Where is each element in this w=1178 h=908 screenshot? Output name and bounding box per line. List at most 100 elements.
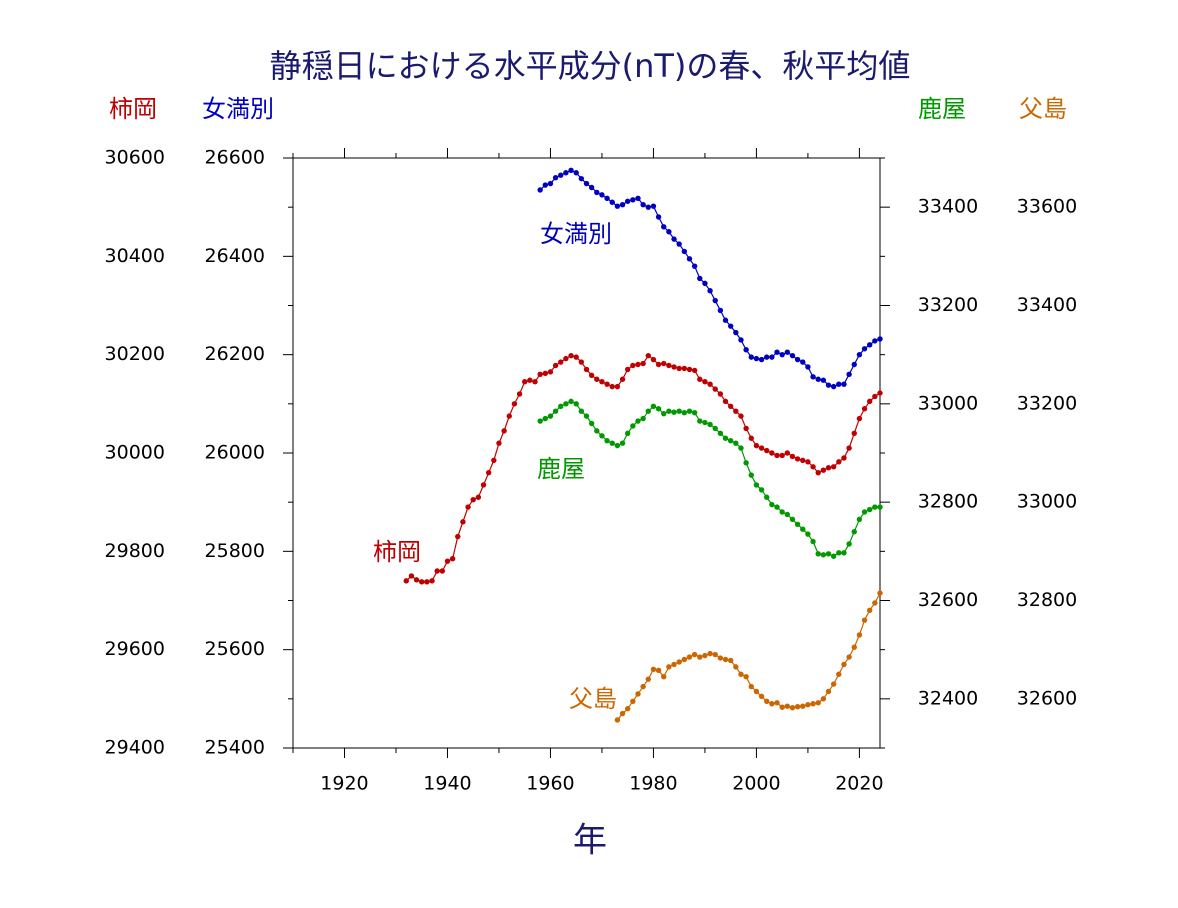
data-point (686, 408, 693, 414)
data-point (702, 652, 708, 659)
data-point (702, 379, 708, 385)
data-point (475, 494, 482, 500)
data-point (671, 364, 677, 370)
data-point (774, 452, 780, 459)
data-point (743, 425, 749, 432)
data-point (820, 377, 827, 383)
data-point (630, 423, 636, 429)
data-point (846, 654, 852, 660)
data-point (547, 369, 554, 375)
data-point (413, 577, 420, 583)
data-point (614, 717, 621, 723)
y-tick-label: 26400 (205, 245, 265, 267)
data-point (872, 338, 878, 344)
data-point (779, 509, 785, 515)
data-point (691, 651, 698, 658)
data-point (867, 506, 873, 513)
y-tick-label: 33200 (918, 294, 978, 316)
data-point (769, 450, 775, 456)
data-point (727, 657, 734, 664)
data-point (707, 421, 713, 428)
data-point (738, 337, 744, 343)
data-point (861, 406, 868, 412)
data-point (645, 352, 651, 359)
data-point (655, 361, 662, 368)
data-point (764, 354, 770, 360)
y-tick-label: 32600 (1017, 687, 1077, 709)
data-point (635, 195, 641, 202)
data-point (635, 418, 641, 424)
data-point (867, 607, 873, 614)
y-tick-label: 25600 (205, 638, 265, 660)
data-point (846, 371, 852, 378)
data-point (614, 383, 621, 390)
data-point (511, 401, 518, 407)
data-point (810, 538, 816, 545)
data-point (558, 172, 564, 178)
data-point (815, 551, 821, 557)
data-point (758, 693, 765, 700)
data-point (784, 450, 791, 456)
data-point (707, 288, 713, 294)
data-point (666, 362, 672, 369)
data-point (552, 362, 559, 369)
data-point (671, 236, 677, 242)
data-point (830, 553, 837, 559)
x-tick-label: 2020 (835, 773, 883, 795)
data-point (609, 199, 615, 205)
y-tick-label: 25400 (205, 737, 265, 759)
data-point (810, 701, 816, 707)
y-tick-label: 25800 (205, 540, 265, 562)
data-point (789, 453, 796, 460)
data-point (800, 703, 806, 709)
data-point (661, 360, 667, 367)
data-point (800, 359, 806, 365)
data-point (630, 197, 636, 203)
data-point (424, 579, 430, 585)
data-point (624, 366, 631, 373)
data-point (779, 704, 785, 710)
data-point (805, 531, 811, 537)
axis-header-label: 鹿屋 (918, 95, 966, 123)
data-point (686, 256, 693, 262)
data-point (712, 386, 718, 392)
data-point (851, 528, 857, 535)
data-point (841, 381, 847, 387)
x-tick-label: 2000 (732, 773, 780, 795)
y-tick-label: 32800 (918, 491, 978, 513)
series-label: 女満別 (540, 220, 612, 248)
data-point (794, 521, 801, 527)
x-tick-label: 1960 (526, 773, 574, 795)
data-point (727, 438, 734, 444)
data-point (614, 203, 621, 209)
data-point (439, 568, 446, 574)
data-point (815, 376, 821, 382)
data-point (743, 674, 749, 680)
data-point (594, 189, 600, 196)
y-tick-label: 29600 (105, 638, 165, 660)
data-point (727, 323, 734, 329)
data-point (836, 671, 842, 677)
y-tick-label: 30200 (105, 343, 165, 365)
data-point (784, 703, 791, 709)
data-point (794, 704, 801, 710)
data-point (635, 691, 641, 697)
data-point (604, 195, 610, 202)
data-point (841, 550, 847, 556)
data-point (578, 175, 585, 182)
data-point (599, 192, 605, 198)
data-point (537, 371, 543, 378)
data-point (789, 516, 796, 523)
data-point (748, 435, 754, 441)
data-point (676, 408, 682, 414)
data-point (815, 700, 821, 706)
data-point (846, 445, 852, 451)
data-point (666, 408, 672, 414)
data-point (717, 307, 724, 314)
data-point (753, 688, 760, 695)
data-point (702, 419, 708, 426)
data-point (666, 664, 672, 670)
data-point (624, 430, 631, 437)
data-point (563, 355, 569, 362)
data-point (573, 170, 579, 176)
